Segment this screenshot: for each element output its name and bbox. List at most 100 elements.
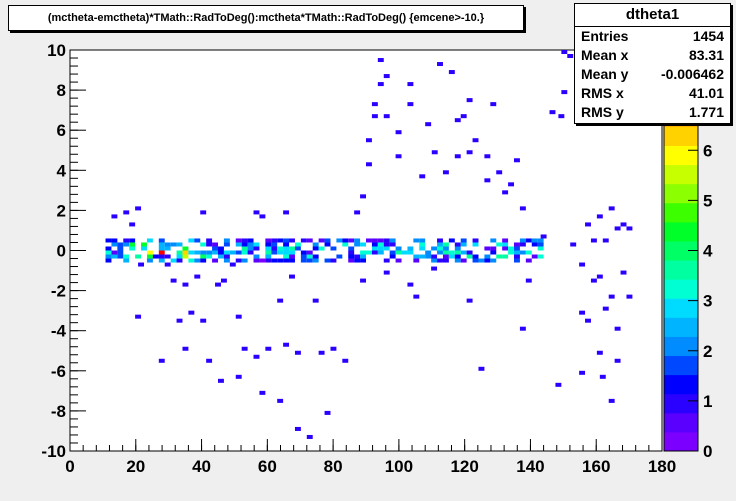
bin [508,250,514,255]
y-tick-label: 8 [57,81,66,100]
bin [407,250,414,255]
bin [135,206,142,211]
x-tick-label: 100 [385,457,413,476]
bin [395,130,402,135]
y-tick-label: -8 [51,402,66,421]
palette-segment [664,126,698,146]
bin [558,114,565,119]
bin [294,350,301,355]
bin [138,262,144,267]
z-tick-label: 2 [703,342,712,361]
bin [259,258,266,263]
bin [105,246,112,251]
bin [164,246,171,251]
bin [271,258,278,263]
bin [164,242,171,247]
bin [123,238,130,243]
palette-segment [664,355,698,376]
bin [194,238,201,243]
bin [371,246,378,251]
stats-row-mean-y: Mean y -0.006462 [575,65,730,84]
bin [247,238,254,243]
bin [253,210,260,215]
bin [431,254,438,259]
bin [312,254,319,259]
bin [123,254,130,259]
bin [158,254,165,259]
bin [312,246,319,251]
bin [478,366,485,371]
palette-segment [664,202,698,223]
bin [448,250,455,255]
bin [425,122,432,127]
bin [312,298,319,303]
bin [253,246,260,251]
palette-segment [664,431,698,452]
bin [454,154,461,159]
bin [614,358,621,363]
bin [306,434,313,439]
bin [158,250,165,255]
bin [158,246,165,251]
stats-label: RMS y [581,104,624,120]
bin [419,246,426,251]
bin [484,154,491,159]
bin [105,254,112,259]
bin [508,182,514,187]
bin [200,258,207,263]
bin [395,250,402,255]
bin [212,242,218,247]
bin [599,374,606,379]
bin [448,254,455,259]
stats-row-entries: Entries 1454 [575,27,730,46]
stats-name: dtheta1 [575,4,730,27]
y-axis: -10 -8 -6 -4 -2 0 2 4 6 8 10 [41,41,86,461]
bin [289,274,295,279]
bin [318,246,325,251]
bin [247,246,254,251]
y-tick-label: 4 [57,161,67,180]
bin [312,258,319,263]
bin [289,258,295,263]
bin [514,246,520,251]
bin [146,238,153,243]
bin [608,398,615,403]
bin [188,250,195,255]
bin [383,242,390,247]
bin [277,398,284,403]
bin [377,82,384,87]
bin [277,298,284,303]
bin [146,258,153,263]
palette-segment [664,393,698,414]
bin [514,158,520,163]
bin [123,258,130,263]
bin [608,206,615,211]
bin [123,242,130,247]
bin [324,258,331,263]
bin [442,246,449,251]
bin [158,242,165,247]
bin [200,250,207,255]
stats-value: 1454 [692,28,724,44]
bin [431,258,438,263]
bin [472,254,479,259]
bin [164,254,171,259]
palette-segment [664,164,698,185]
bin [188,238,195,243]
bin [407,102,414,107]
bin [170,242,177,247]
bin [206,254,213,259]
bin [294,242,301,247]
bin [502,238,509,243]
bin [437,250,443,255]
bin [318,238,325,243]
bin [437,258,443,263]
z-tick-label: 4 [703,242,713,261]
bin [176,318,183,323]
bin [241,346,248,351]
bin [514,242,520,247]
bin [182,246,189,251]
palette-segment [664,240,698,261]
x-axis: 0 20 40 60 80 100 120 140 160 180 [65,439,676,476]
bin [253,254,260,259]
